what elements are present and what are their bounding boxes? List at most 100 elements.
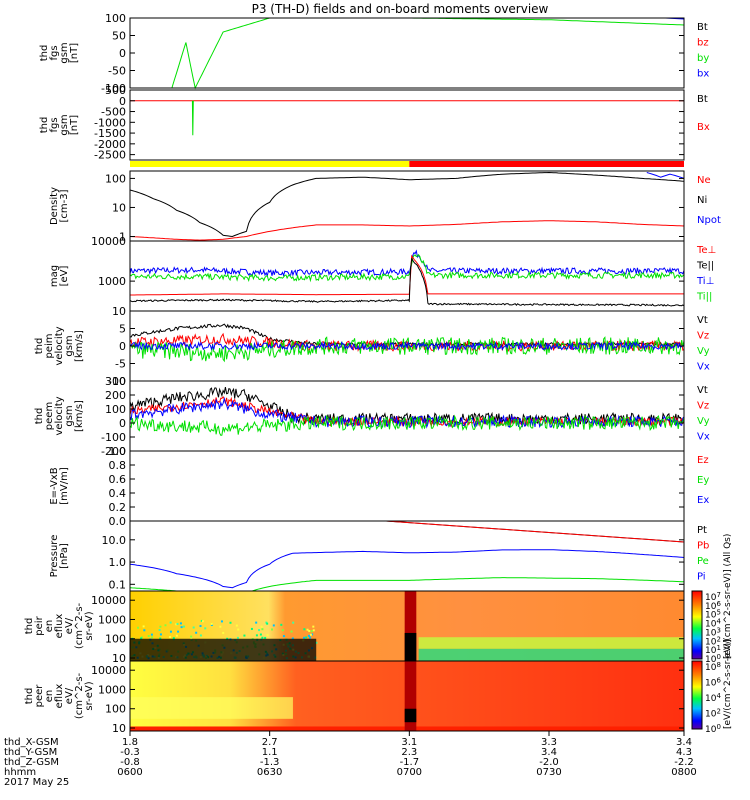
x-tick-label: 3.1 <box>401 737 417 748</box>
y-axis-label: sr-eV) <box>84 681 95 710</box>
spectrogram-pixel <box>190 635 193 638</box>
legend-entry: Bt <box>697 22 708 33</box>
spectrogram-pixel <box>280 623 283 626</box>
spectrogram-mode-stripe <box>404 661 417 731</box>
y-tick-label: 0.2 <box>109 501 127 514</box>
spectrogram-pixel <box>259 633 262 636</box>
y-tick-label: -5 <box>115 358 126 371</box>
y-tick-label: 500 <box>105 84 126 97</box>
x-date-label: 2017 May 25 <box>4 777 69 788</box>
spectrogram-pixel <box>305 636 308 639</box>
spectrogram-pixel <box>195 631 198 634</box>
spectrogram-pixel <box>261 636 264 639</box>
spectrogram-low-energy-band <box>418 637 684 649</box>
spectrogram-pixel <box>210 622 213 625</box>
y-tick-label: 1.0 <box>109 556 127 569</box>
y-tick-label: 1000 <box>98 613 126 626</box>
colorbar-tick-label: 102 <box>705 635 721 647</box>
spectrogram-pixel <box>272 624 275 627</box>
y-axis-label: Pressure <box>49 535 60 578</box>
y-axis-label: en <box>44 620 55 633</box>
y-tick-label: -1000 <box>94 116 126 129</box>
colorbar-tick-label: 104 <box>705 692 721 704</box>
spectrogram-pixel <box>307 634 310 637</box>
y-axis-label: gsm <box>59 42 70 63</box>
legend-entry: Ey <box>697 475 709 486</box>
y-axis-label: fgs <box>49 117 60 132</box>
y-axis-label: [nPa] <box>59 543 70 569</box>
spectrogram-pixel <box>237 628 240 631</box>
figure-title: P3 (TH-D) fields and on-board moments ov… <box>252 2 549 16</box>
y-tick-label: 100 <box>105 172 126 185</box>
legend-entry: Ne <box>697 175 711 186</box>
spectrogram-pixel <box>266 634 269 637</box>
y-axis-label: [km/s] <box>74 400 85 432</box>
series-ti <box>130 253 685 283</box>
y-axis-label: peir <box>34 615 45 635</box>
spectrogram-pixel <box>192 626 195 629</box>
spectrogram-lowest-band <box>418 648 684 661</box>
spectrogram-pixel <box>140 636 143 639</box>
colorbar-tick-label: 106 <box>705 677 721 689</box>
y-axis-label: (cm^2-s- <box>74 602 85 649</box>
legend-entry: Vz <box>697 401 709 412</box>
spectrogram-pixel <box>204 627 207 630</box>
spectrogram-pixel <box>169 636 172 639</box>
y-axis-label: Density <box>49 187 60 225</box>
spectrogram-pixel <box>143 629 146 632</box>
spectrogram-pixel <box>199 634 202 637</box>
y-tick-label: 0.8 <box>109 459 127 472</box>
legend-entry: by <box>697 53 709 64</box>
y-axis-label: thd <box>39 45 50 62</box>
spectrogram-pixel <box>264 636 267 639</box>
y-axis-label: fgs <box>49 45 60 60</box>
y-tick-label: 1.0 <box>109 445 127 458</box>
y-axis-label: gsm <box>64 405 75 426</box>
panel-pressure: 10.0 1.0 0.1 Pressure [nPa] Pt Pb Pe Pi <box>49 520 709 597</box>
y-axis-label: [eV] <box>59 266 70 287</box>
spectrogram-pixel <box>159 637 162 640</box>
y-tick-label: 5 <box>119 323 126 336</box>
y-tick-label: 10000 <box>91 664 126 677</box>
legend-entry: Te⊥ <box>696 245 716 256</box>
legend-entry: Ez <box>697 455 709 466</box>
spectrogram-pixel <box>169 630 172 633</box>
panel-efield: 1.00.80.60.40.20.0 E=-VxB [mV/m] Ez Ey Ex <box>49 445 709 528</box>
spectrogram-pixel <box>177 630 180 633</box>
y-tick-label: 0.1 <box>109 578 127 591</box>
colorbar-tick-label: 101 <box>705 644 721 656</box>
spectrogram-pixel <box>236 636 239 639</box>
spectrogram-pixel <box>312 625 315 628</box>
y-axis-label: thd <box>24 688 35 705</box>
spectrogram-pixel <box>309 636 312 639</box>
spectrogram-pixel <box>164 624 167 627</box>
y-axis-label: eflux <box>54 684 65 709</box>
spectrogram-pixel <box>310 630 313 633</box>
colorbar-tick-label: 100 <box>705 723 721 735</box>
x-tick-label: 4.3 <box>676 747 692 758</box>
spectrogram-pixel <box>219 625 222 628</box>
colorbar-tick-label: 107 <box>705 591 721 603</box>
y-axis-label: thd <box>39 117 50 134</box>
y-axis-label: gsm <box>59 114 70 135</box>
x-tick-label: -2.2 <box>674 757 694 768</box>
legend-entry: Ni <box>697 195 707 206</box>
x-row-label-hhmm: hhmm <box>4 767 36 778</box>
mode-bar-segment <box>130 161 410 167</box>
spectrogram-pixel <box>220 620 223 623</box>
x-row-label-z: thd_Z-GSM <box>4 757 59 768</box>
y-tick-label: 100 <box>105 12 126 25</box>
spectrogram-pixel <box>290 630 293 633</box>
y-axis-label: eV/ <box>64 687 75 704</box>
spectrogram-pixel <box>140 637 143 640</box>
spectrogram-pixel <box>159 625 162 628</box>
x-tick-label: 3.4 <box>676 737 692 748</box>
panel-mode_bar <box>130 161 684 167</box>
series-ti <box>130 249 685 278</box>
y-axis-label: [nT] <box>69 115 80 135</box>
legend-entry: Pe <box>697 556 709 567</box>
legend-entry: Bt <box>697 94 708 105</box>
